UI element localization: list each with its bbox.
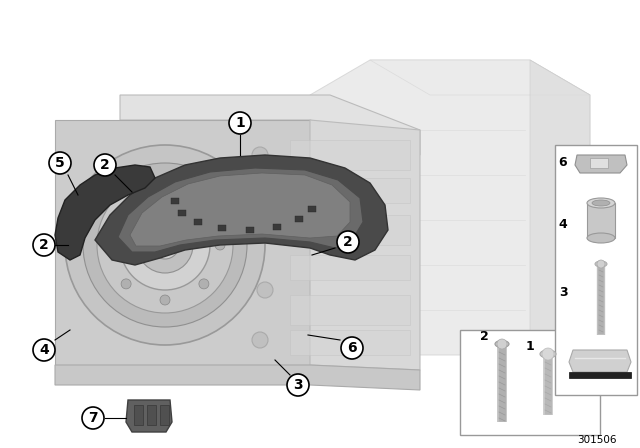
Circle shape [199, 279, 209, 289]
Circle shape [199, 201, 209, 211]
Bar [178, 210, 186, 216]
Circle shape [257, 282, 273, 298]
Ellipse shape [495, 340, 509, 348]
Bar [587, 203, 615, 238]
Circle shape [252, 147, 268, 163]
Text: 3: 3 [559, 287, 567, 300]
Bar [294, 216, 303, 222]
Text: 1: 1 [525, 340, 534, 353]
Circle shape [121, 201, 131, 211]
Circle shape [597, 260, 605, 268]
Circle shape [337, 231, 359, 253]
Circle shape [160, 185, 170, 195]
Text: 2: 2 [343, 235, 353, 249]
Bar [273, 224, 281, 230]
Polygon shape [118, 168, 363, 252]
Polygon shape [569, 350, 631, 372]
Circle shape [83, 163, 247, 327]
Bar [160, 405, 169, 425]
Polygon shape [55, 165, 155, 260]
Bar [569, 372, 631, 378]
Circle shape [120, 200, 210, 290]
Bar [218, 225, 227, 231]
Bar [246, 227, 254, 233]
Circle shape [542, 348, 554, 360]
Polygon shape [130, 173, 350, 246]
Ellipse shape [587, 198, 615, 208]
Polygon shape [310, 60, 590, 355]
Circle shape [215, 240, 225, 250]
Circle shape [287, 374, 309, 396]
Bar [290, 215, 410, 245]
Text: 3: 3 [293, 378, 303, 392]
Circle shape [49, 152, 71, 174]
Circle shape [121, 279, 131, 289]
Polygon shape [530, 60, 590, 355]
Ellipse shape [540, 350, 556, 358]
Polygon shape [126, 400, 172, 432]
Text: 1: 1 [235, 116, 245, 130]
Circle shape [65, 145, 265, 345]
Bar [195, 220, 202, 225]
Circle shape [252, 332, 268, 348]
Bar [171, 198, 179, 204]
Text: 2: 2 [100, 158, 110, 172]
Text: 4: 4 [39, 343, 49, 357]
Text: 6: 6 [347, 341, 357, 355]
Circle shape [151, 231, 179, 259]
Polygon shape [575, 155, 627, 173]
Ellipse shape [592, 200, 610, 206]
Circle shape [33, 234, 55, 256]
Text: 2: 2 [39, 238, 49, 252]
Circle shape [97, 177, 233, 313]
Bar [147, 405, 156, 425]
Ellipse shape [587, 233, 615, 243]
Text: 2: 2 [479, 331, 488, 344]
Bar [134, 405, 143, 425]
Circle shape [229, 112, 251, 134]
Circle shape [33, 339, 55, 361]
Bar [460, 330, 600, 435]
Circle shape [160, 295, 170, 305]
Circle shape [82, 407, 104, 429]
Bar [590, 158, 608, 168]
Bar [290, 255, 410, 280]
Text: 5: 5 [55, 156, 65, 170]
Bar [308, 206, 316, 212]
Bar [290, 330, 410, 355]
Bar [290, 140, 410, 170]
Ellipse shape [595, 261, 607, 267]
Bar [290, 295, 410, 325]
Polygon shape [55, 120, 310, 365]
Bar [555, 145, 637, 395]
Polygon shape [55, 365, 420, 390]
Text: 7: 7 [88, 411, 98, 425]
Polygon shape [310, 120, 420, 370]
Circle shape [94, 154, 116, 176]
Circle shape [137, 217, 193, 273]
Circle shape [341, 337, 363, 359]
Polygon shape [370, 60, 590, 95]
Bar [290, 178, 410, 203]
Text: 4: 4 [559, 219, 568, 232]
Polygon shape [120, 95, 420, 155]
Text: 301506: 301506 [577, 435, 617, 445]
Text: 6: 6 [559, 156, 567, 169]
Circle shape [105, 240, 115, 250]
Polygon shape [95, 155, 388, 265]
Circle shape [497, 339, 507, 349]
